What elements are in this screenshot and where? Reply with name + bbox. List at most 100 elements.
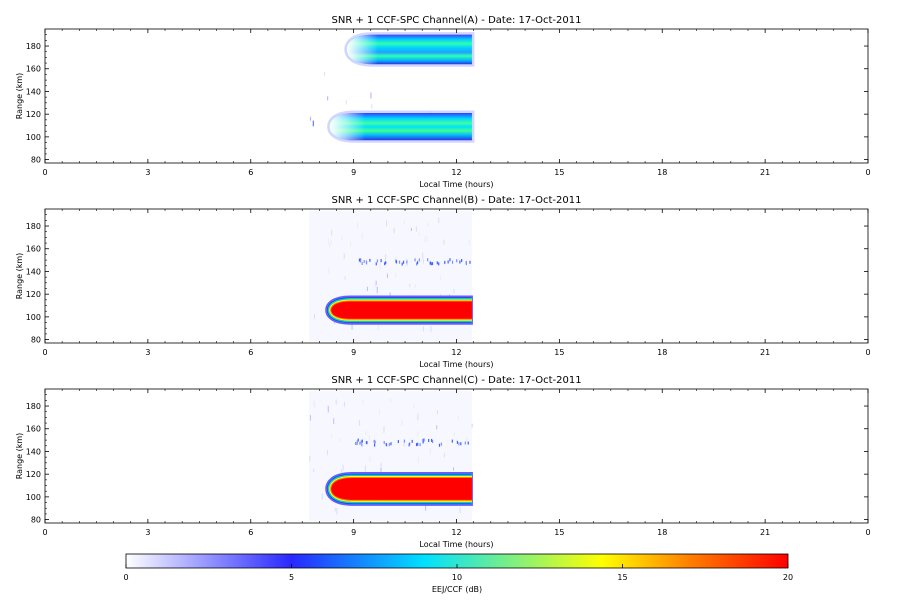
weak-echo-mark bbox=[456, 440, 459, 444]
noise-mark bbox=[417, 430, 419, 436]
weak-echo-mark bbox=[438, 262, 440, 266]
x-tick-label: 15 bbox=[554, 168, 564, 177]
x-axis-label: Local Time (hours) bbox=[419, 180, 493, 189]
weak-echo-mark bbox=[373, 443, 376, 447]
weak-echo-mark bbox=[461, 259, 463, 263]
noise-mark bbox=[357, 222, 359, 229]
noise-mark bbox=[395, 272, 397, 277]
noise-mark bbox=[403, 220, 405, 225]
noise-mark bbox=[326, 450, 328, 455]
weak-echo-mark bbox=[355, 441, 357, 445]
noise-mark bbox=[426, 235, 428, 242]
weak-echo-mark bbox=[398, 260, 401, 264]
weak-echo-mark bbox=[428, 438, 430, 442]
y-tick-label: 160 bbox=[26, 65, 41, 74]
weak-echo-mark bbox=[431, 438, 433, 442]
noise-mark bbox=[468, 239, 470, 246]
weak-echo-mark bbox=[359, 259, 362, 263]
y-tick-label: 140 bbox=[26, 87, 41, 96]
noise-mark bbox=[393, 227, 395, 234]
y-tick-label: 100 bbox=[26, 313, 41, 322]
weak-echo-mark bbox=[417, 442, 419, 446]
echo-region bbox=[325, 295, 473, 325]
weak-echo-mark bbox=[469, 260, 471, 264]
x-tick-label: 0 bbox=[42, 528, 47, 537]
weak-echo-mark bbox=[356, 440, 358, 444]
weak-echo-mark bbox=[431, 440, 434, 444]
noise-mark bbox=[335, 399, 337, 405]
noise-mark bbox=[369, 456, 371, 462]
noise-mark bbox=[327, 238, 329, 245]
noise-mark bbox=[341, 236, 343, 241]
weak-echo-mark bbox=[436, 261, 438, 265]
noise-mark bbox=[429, 447, 431, 455]
y-axis-label: Range (km) bbox=[15, 253, 24, 300]
weak-echo-mark bbox=[447, 260, 449, 264]
panel-a: SNR + 1 CCF-SPC Channel(A) - Date: 17-Oc… bbox=[15, 15, 871, 189]
x-tick-label: 3 bbox=[145, 528, 150, 537]
y-tick-label: 180 bbox=[26, 42, 41, 51]
noise-mark bbox=[409, 283, 411, 288]
weak-echo-mark bbox=[360, 440, 362, 444]
x-tick-label: 18 bbox=[657, 528, 667, 537]
x-tick-label: 15 bbox=[554, 528, 564, 537]
noise-mark bbox=[376, 286, 378, 294]
echo-region bbox=[344, 32, 475, 67]
x-tick-label: 6 bbox=[248, 168, 253, 177]
weak-echo-mark bbox=[369, 258, 371, 262]
colorbar-tick-label: 0 bbox=[123, 573, 128, 582]
noise-mark bbox=[368, 435, 370, 441]
weak-echo-mark bbox=[415, 443, 418, 447]
weak-echo-mark bbox=[358, 258, 361, 262]
weak-echo-mark bbox=[430, 262, 432, 266]
echo-fade bbox=[329, 113, 472, 141]
colorbar: 0 5 10 15 20 EEJ/CCF (dB) bbox=[123, 553, 793, 594]
x-tick-label: 0 bbox=[42, 348, 47, 357]
weak-echo-mark bbox=[380, 259, 382, 263]
noise-mark bbox=[341, 469, 343, 476]
noise-mark bbox=[401, 419, 403, 426]
echo-core bbox=[331, 301, 472, 319]
weak-echo-mark bbox=[438, 443, 441, 447]
y-axis-label: Range (km) bbox=[15, 433, 24, 480]
noise-mark bbox=[390, 398, 392, 403]
noise-mark bbox=[343, 253, 345, 260]
noise-mark bbox=[424, 236, 426, 243]
noise-mark bbox=[386, 220, 388, 227]
y-tick-label: 120 bbox=[26, 110, 41, 119]
weak-echo-mark bbox=[467, 441, 469, 445]
x-tick-label: 18 bbox=[657, 348, 667, 357]
noise-mark bbox=[351, 323, 353, 330]
noise-mark bbox=[309, 116, 311, 121]
echo-fade bbox=[346, 34, 472, 65]
x-tick-label: 9 bbox=[351, 348, 356, 357]
weak-echo-mark bbox=[458, 442, 460, 446]
noise-mark bbox=[313, 400, 315, 406]
x-tick-label: 21 bbox=[760, 528, 770, 537]
noise-mark bbox=[422, 326, 424, 332]
weak-echo-mark bbox=[356, 442, 358, 446]
noise-mark bbox=[371, 104, 373, 109]
noise-mark bbox=[327, 96, 329, 101]
x-tick-label: 21 bbox=[760, 348, 770, 357]
weak-echo-mark bbox=[416, 261, 419, 265]
weak-echo-mark bbox=[363, 259, 365, 263]
x-tick-label: 18 bbox=[657, 168, 667, 177]
y-tick-label: 120 bbox=[26, 470, 41, 479]
noise-mark bbox=[380, 468, 382, 474]
y-tick-label: 80 bbox=[31, 156, 41, 165]
noise-mark bbox=[313, 468, 315, 473]
weak-echo-mark bbox=[384, 262, 386, 266]
weak-echo-mark bbox=[385, 442, 387, 446]
noise-mark bbox=[385, 254, 387, 261]
weak-echo-mark bbox=[422, 438, 424, 442]
y-tick-label: 80 bbox=[31, 516, 41, 525]
noise-mark bbox=[443, 239, 445, 245]
weak-echo-mark bbox=[427, 258, 429, 262]
noise-mark bbox=[439, 275, 441, 281]
echo-region bbox=[358, 258, 471, 266]
colorbar-tick-label: 20 bbox=[783, 573, 793, 582]
noise-mark bbox=[418, 232, 420, 237]
weak-echo-mark bbox=[440, 442, 443, 446]
x-tick-label: 6 bbox=[248, 528, 253, 537]
